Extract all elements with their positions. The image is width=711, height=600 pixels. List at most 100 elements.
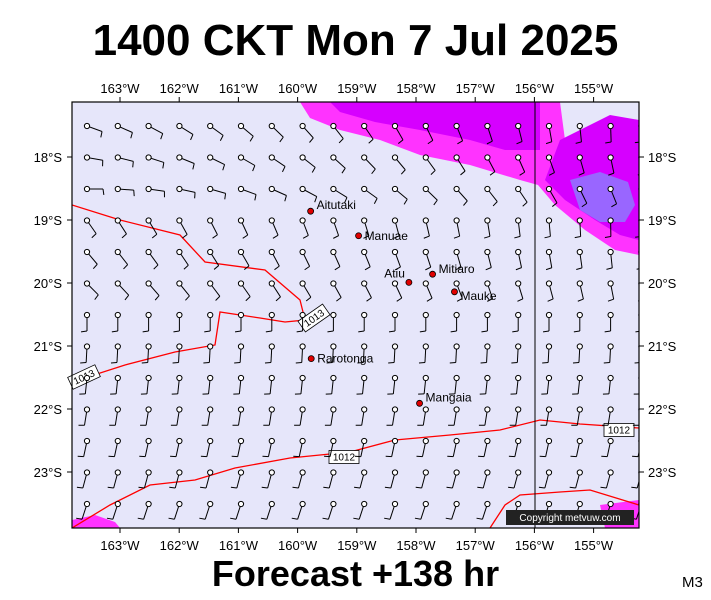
map-title: 1400 CKT Mon 7 Jul 2025 <box>92 16 619 65</box>
wind-barb <box>204 311 214 333</box>
wind-barb <box>83 122 103 138</box>
wind-barb <box>391 154 406 175</box>
lat-tick-left: 23°S <box>34 465 63 480</box>
wind-barb <box>387 374 399 395</box>
wind-barb <box>355 406 368 426</box>
wind-barb <box>511 343 522 364</box>
wind-barb <box>601 437 614 458</box>
precip-area-north-mid <box>330 102 540 150</box>
lon-tick-bottom: 163°W <box>100 538 140 553</box>
wind-barb <box>515 185 528 207</box>
wind-barb <box>80 343 91 364</box>
wind-barb <box>540 406 553 426</box>
lon-tick-top: 160°W <box>278 81 318 96</box>
wind-barb <box>542 311 553 333</box>
wind-barb <box>544 217 553 239</box>
wind-barb <box>391 217 400 239</box>
wind-barb <box>572 374 583 395</box>
wind-barb <box>572 343 583 364</box>
wind-barb <box>607 154 615 176</box>
wind-barb <box>448 374 460 395</box>
wind-barb <box>108 437 121 458</box>
lon-tick-top: 155°W <box>574 81 614 96</box>
wind-barb <box>354 469 368 489</box>
wind-barb <box>260 500 275 520</box>
copyright-text: Copyright metvuw.com <box>519 513 620 524</box>
wind-barb <box>264 343 275 364</box>
wind-barb <box>445 500 460 520</box>
wind-barb <box>450 311 460 333</box>
svg-text:1012: 1012 <box>608 426 631 437</box>
wind-barb <box>453 280 463 302</box>
wind-barb <box>141 343 152 364</box>
wind-barb <box>330 280 342 302</box>
wind-barb <box>484 248 492 271</box>
wind-barb <box>326 343 337 364</box>
place-aitutaki: Aitutaki <box>307 198 356 215</box>
wind-barb <box>176 248 189 270</box>
wind-barb <box>168 500 183 520</box>
svg-text:Atiu: Atiu <box>384 266 405 280</box>
wind-barb <box>538 469 553 489</box>
isobar-label: 1012 <box>328 450 360 464</box>
place-atiu: Atiu <box>384 266 413 286</box>
lat-tick-left: 22°S <box>34 402 63 417</box>
wind-barb <box>171 374 183 395</box>
wind-barb <box>484 154 496 176</box>
wind-barb <box>478 437 491 458</box>
wind-barb <box>169 469 183 489</box>
wind-barb <box>292 469 306 489</box>
lon-tick-bottom: 161°W <box>219 538 259 553</box>
wind-barb <box>138 469 152 489</box>
lat-tick-right: 18°S <box>648 150 677 165</box>
lat-tick-right: 19°S <box>648 213 677 228</box>
wind-barb <box>541 374 553 395</box>
axis-ticks: 163°W 163°W 162°W 162°W 161°W 161°W 160°W 160°W… <box>34 81 677 553</box>
wind-barb <box>484 217 491 239</box>
wind-barb <box>176 122 194 141</box>
wind-barb <box>299 185 318 203</box>
place-mangaia: Mangaia <box>416 390 472 407</box>
wind-barb <box>576 248 583 270</box>
wind-barb <box>264 374 275 395</box>
wind-barb <box>203 343 214 364</box>
wind-barb <box>508 469 522 489</box>
wind-barb <box>388 343 399 364</box>
wind-barb <box>449 343 460 364</box>
wind-barb <box>512 311 522 333</box>
wind-barb <box>600 469 614 489</box>
lon-tick-bottom: 159°W <box>337 538 377 553</box>
wind-barb <box>237 217 249 239</box>
wind-barb <box>545 154 555 176</box>
wind-barb <box>207 280 221 301</box>
wind-barb <box>576 154 585 176</box>
wind-barb <box>295 343 306 364</box>
wind-barb <box>293 437 306 458</box>
wind-barb <box>170 406 183 426</box>
wind-barb <box>299 154 316 173</box>
wind-barb <box>268 122 284 143</box>
wind-barb <box>79 374 91 395</box>
wind-barb <box>233 374 245 395</box>
wind-barb <box>453 248 462 271</box>
wind-barb <box>604 311 614 333</box>
wind-barb <box>237 154 256 172</box>
wind-barb <box>325 374 337 395</box>
lon-tick-top: 158°W <box>396 81 436 96</box>
wind-barb <box>324 406 337 426</box>
wind-barb <box>268 154 286 173</box>
wind-barb <box>385 437 399 458</box>
wind-barb <box>145 185 165 198</box>
wind-barb <box>545 185 558 207</box>
wind-barb <box>330 217 340 239</box>
wind-barb <box>106 500 121 520</box>
wind-barb <box>515 248 523 271</box>
wind-barb <box>207 122 224 141</box>
wind-barb <box>83 248 98 270</box>
wind-barb <box>176 185 196 199</box>
wind-barb <box>109 406 121 426</box>
wind-barb <box>110 343 121 364</box>
wind-barb <box>484 122 493 145</box>
wind-barb <box>142 311 152 333</box>
